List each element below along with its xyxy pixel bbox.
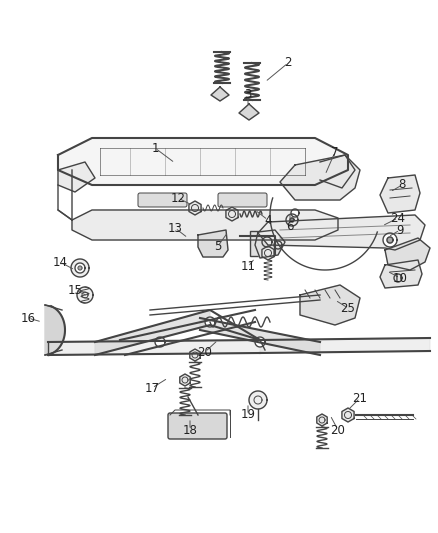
Polygon shape [262,246,274,260]
Text: 9: 9 [396,223,404,237]
Polygon shape [383,233,397,247]
Polygon shape [255,230,285,258]
Polygon shape [72,210,338,240]
Text: 3: 3 [244,88,252,101]
Text: 19: 19 [240,408,255,422]
Bar [250,231,270,256]
Text: 16: 16 [21,311,35,325]
Polygon shape [198,230,228,257]
Polygon shape [205,317,215,327]
Text: 12: 12 [170,191,186,205]
Polygon shape [380,260,422,288]
Text: 8: 8 [398,179,406,191]
Polygon shape [58,162,95,192]
Polygon shape [260,338,430,353]
Polygon shape [387,237,393,243]
Polygon shape [280,155,360,200]
Text: 24: 24 [391,212,406,224]
Polygon shape [95,310,210,355]
Text: 20: 20 [331,424,346,437]
Polygon shape [48,340,265,355]
Polygon shape [58,138,348,185]
Text: 1: 1 [151,141,159,155]
FancyBboxPatch shape [168,413,227,439]
Text: 4: 4 [264,214,272,227]
FancyBboxPatch shape [138,193,187,207]
Polygon shape [211,87,229,101]
Polygon shape [291,209,299,217]
Text: 18: 18 [183,424,198,437]
Polygon shape [226,207,238,221]
Polygon shape [385,238,430,270]
Polygon shape [45,305,65,355]
Polygon shape [180,374,190,386]
Text: 14: 14 [53,255,67,269]
Text: 15: 15 [67,284,82,296]
Polygon shape [258,215,425,250]
Text: 7: 7 [331,146,339,158]
Text: 13: 13 [168,222,183,235]
Text: 5: 5 [214,239,222,253]
Polygon shape [300,285,360,325]
Polygon shape [317,414,327,426]
Polygon shape [75,263,85,273]
Text: 21: 21 [353,392,367,405]
Polygon shape [200,318,320,355]
Polygon shape [320,155,355,188]
Polygon shape [290,218,294,222]
Polygon shape [71,259,89,277]
Polygon shape [155,337,165,347]
Text: 17: 17 [145,382,159,394]
Polygon shape [380,175,420,213]
Text: 20: 20 [198,345,212,359]
Text: 6: 6 [286,220,294,232]
Text: 11: 11 [240,261,255,273]
Polygon shape [189,201,201,215]
Text: 10: 10 [392,271,407,285]
FancyBboxPatch shape [218,193,267,207]
Polygon shape [255,337,265,347]
Polygon shape [77,287,93,303]
Polygon shape [78,266,82,270]
Text: 2: 2 [284,56,292,69]
Polygon shape [239,104,259,120]
Polygon shape [190,349,200,361]
Polygon shape [249,391,267,409]
Text: 25: 25 [341,302,356,314]
Polygon shape [342,408,354,422]
